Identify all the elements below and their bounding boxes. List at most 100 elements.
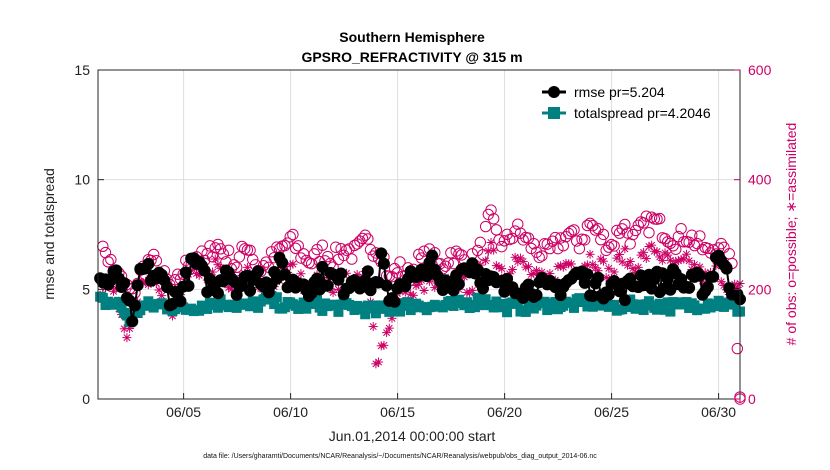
asterisk-stroke [524, 263, 533, 271]
asterisk-stroke [680, 255, 688, 263]
assimilated-obs-marker [507, 265, 517, 275]
rmse-marker [131, 279, 144, 292]
y-tick-label-left: 0 [82, 391, 90, 407]
possible-obs-marker [281, 237, 294, 249]
rmse-marker [707, 270, 720, 283]
assimilated-obs-marker [497, 264, 507, 274]
possible-obs-marker [105, 253, 117, 266]
possible-obs-marker [316, 239, 329, 251]
assimilated-obs-marker [558, 262, 568, 272]
totalspread-marker [544, 303, 555, 314]
possible-obs-marker [485, 204, 497, 216]
asterisk-stroke [599, 257, 607, 265]
possible-obs-marker [346, 253, 358, 265]
possible-obs-marker [643, 226, 655, 239]
totalspread-marker [461, 297, 472, 308]
legend-rmse-marker [548, 86, 560, 98]
possible-obs-marker [284, 231, 296, 243]
assimilated-obs-marker [657, 255, 667, 265]
rmse-marker [174, 295, 187, 308]
totalspread-marker [368, 300, 379, 311]
rmse-marker [375, 247, 388, 260]
rmse-marker [118, 277, 131, 290]
totalspread-marker [652, 304, 663, 315]
asterisk-stroke [610, 268, 618, 276]
asterisk-stroke [514, 258, 522, 266]
possible-obs-marker [356, 232, 369, 245]
possible-obs-marker [512, 218, 524, 230]
asterisk-stroke [642, 255, 650, 263]
rmse-marker [683, 281, 696, 294]
asterisk-stroke [605, 264, 613, 272]
possible-obs-marker [517, 234, 529, 246]
totalspread-marker [520, 306, 531, 317]
possible-obs-marker [287, 228, 299, 241]
totalspread-marker [311, 295, 322, 306]
totalspread-marker [579, 295, 590, 306]
y-axis-label-left: rmse and totalspread [41, 168, 57, 300]
assimilated-obs-marker [566, 259, 576, 269]
possible-obs-marker [570, 235, 583, 247]
possible-obs-marker [474, 236, 487, 249]
assimilated-obs-marker [609, 267, 619, 277]
assimilated-obs-marker [604, 263, 614, 273]
possible-obs-marker [546, 235, 559, 247]
possible-obs-marker [619, 218, 631, 231]
rmse-marker [618, 294, 631, 307]
possible-obs-marker [445, 247, 457, 259]
totalspread-marker [539, 296, 550, 307]
rmse-marker [592, 271, 605, 284]
possible-obs-marker [247, 253, 259, 266]
assimilated-obs-marker [585, 249, 595, 259]
y-tick-label-right: 200 [748, 281, 772, 297]
possible-obs-marker [533, 251, 545, 264]
rmse-marker [252, 265, 265, 278]
asterisk-stroke [626, 258, 634, 266]
rmse-marker [581, 268, 594, 281]
assimilated-obs-marker [523, 262, 533, 272]
possible-obs-marker [204, 240, 216, 252]
possible-obs-marker [359, 229, 371, 241]
possible-obs-marker [640, 210, 652, 222]
assimilated-obs-marker [489, 245, 499, 255]
chart-title: Southern Hemisphere [339, 29, 485, 45]
possible-obs-marker [498, 235, 511, 247]
possible-obs-marker [335, 243, 347, 255]
possible-obs-marker [579, 234, 591, 246]
possible-obs-marker [322, 250, 334, 263]
y-tick-label-left: 10 [74, 172, 90, 188]
totalspread-marker [713, 295, 724, 306]
asterisk-stroke [658, 256, 666, 264]
possible-obs-marker [222, 244, 235, 257]
assimilated-obs-marker [681, 249, 691, 259]
totalspread-marker [113, 296, 124, 307]
asterisk-stroke [289, 260, 297, 268]
totalspread-marker [472, 292, 483, 303]
totalspread-marker [357, 304, 368, 315]
possible-obs-marker [536, 250, 548, 262]
rmse-marker [693, 269, 706, 282]
totalspread-marker [665, 306, 676, 317]
asterisk-stroke [329, 289, 337, 297]
possible-obs-marker [595, 234, 607, 246]
asterisk-stroke [383, 329, 391, 337]
x-tick-label: 06/10 [273, 404, 308, 420]
rmse-marker [179, 266, 192, 279]
asterisk-stroke [519, 257, 527, 265]
x-axis-label: Jun.01,2014 00:00:00 start [329, 428, 496, 444]
assimilated-obs-marker [617, 257, 627, 267]
totalspread-marker [403, 297, 414, 308]
asterisk-stroke [484, 247, 492, 255]
asterisk-stroke [375, 358, 383, 366]
possible-obs-marker [694, 230, 706, 242]
possible-obs-marker [686, 229, 698, 241]
rmse-marker [142, 258, 155, 271]
totalspread-marker [97, 292, 108, 303]
asterisk-stroke [621, 245, 629, 253]
totalspread-marker [298, 297, 309, 308]
asterisk-stroke [334, 285, 342, 293]
possible-obs-marker [413, 248, 425, 261]
assimilated-obs-marker [296, 269, 306, 279]
assimilated-obs-marker [598, 256, 608, 266]
